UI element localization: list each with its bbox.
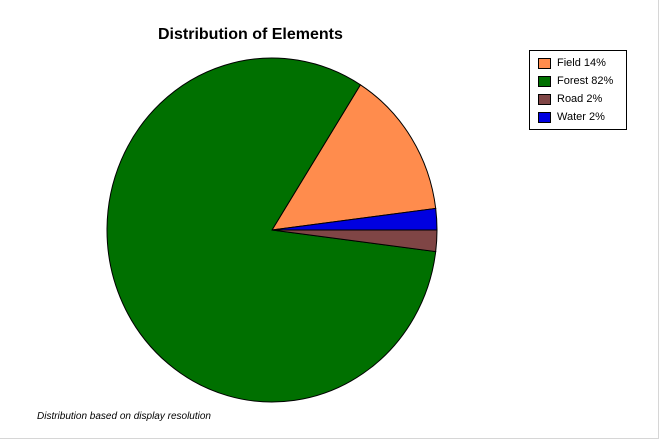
legend-item-forest: Forest 82% <box>530 72 626 90</box>
pie-slice-field <box>271 84 437 231</box>
legend-swatch-field <box>538 57 551 69</box>
legend-label-water: Water 2% <box>557 111 605 123</box>
chart-footnote: Distribution based on display resolution <box>37 411 211 422</box>
legend-label-field: Field 14% <box>557 57 606 69</box>
legend-swatch-forest <box>538 75 551 87</box>
legend-item-road: Road 2% <box>530 90 626 108</box>
chart-title: Distribution of Elements <box>158 26 343 43</box>
legend-swatch-water <box>538 111 551 123</box>
legend-label-road: Road 2% <box>557 93 603 105</box>
legend-item-field: Field 14% <box>530 54 626 72</box>
legend: Field 14% Forest 82% Road 2% Water 2% <box>529 50 627 130</box>
legend-item-water: Water 2% <box>530 108 626 126</box>
pie-slice-forest <box>106 57 437 403</box>
pie-slice-water <box>271 207 438 231</box>
legend-label-forest: Forest 82% <box>557 75 614 87</box>
legend-swatch-road <box>538 93 551 105</box>
